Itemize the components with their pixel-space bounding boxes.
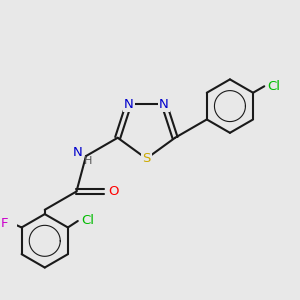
Text: N: N — [159, 98, 169, 110]
Text: Cl: Cl — [267, 80, 280, 93]
Text: N: N — [73, 146, 82, 159]
Text: F: F — [1, 217, 8, 230]
Text: O: O — [109, 185, 119, 198]
Text: H: H — [84, 156, 92, 166]
Text: N: N — [124, 98, 134, 110]
Text: S: S — [142, 152, 151, 165]
Text: Cl: Cl — [81, 214, 94, 227]
